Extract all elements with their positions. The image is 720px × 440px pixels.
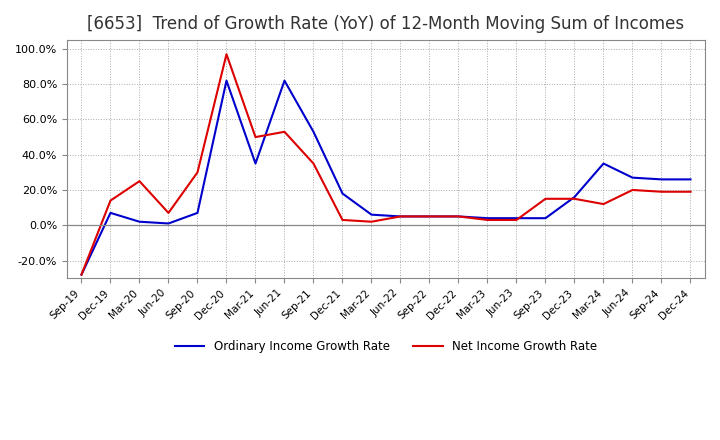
Ordinary Income Growth Rate xyxy=(280,78,289,83)
Ordinary Income Growth Rate xyxy=(396,214,405,219)
Ordinary Income Growth Rate xyxy=(222,78,231,83)
Ordinary Income Growth Rate xyxy=(426,214,434,219)
Net Income Growth Rate xyxy=(367,219,376,224)
Net Income Growth Rate xyxy=(106,198,114,203)
Ordinary Income Growth Rate xyxy=(570,194,579,200)
Net Income Growth Rate xyxy=(628,187,636,193)
Ordinary Income Growth Rate xyxy=(367,212,376,217)
Net Income Growth Rate xyxy=(541,196,550,202)
Ordinary Income Growth Rate xyxy=(599,161,608,166)
Title: [6653]  Trend of Growth Rate (YoY) of 12-Month Moving Sum of Incomes: [6653] Trend of Growth Rate (YoY) of 12-… xyxy=(87,15,685,33)
Net Income Growth Rate xyxy=(222,51,231,57)
Ordinary Income Growth Rate xyxy=(309,129,318,135)
Net Income Growth Rate xyxy=(280,129,289,135)
Ordinary Income Growth Rate xyxy=(251,161,260,166)
Net Income Growth Rate xyxy=(193,170,202,175)
Ordinary Income Growth Rate xyxy=(77,272,86,277)
Ordinary Income Growth Rate xyxy=(193,210,202,216)
Legend: Ordinary Income Growth Rate, Net Income Growth Rate: Ordinary Income Growth Rate, Net Income … xyxy=(170,335,602,358)
Line: Ordinary Income Growth Rate: Ordinary Income Growth Rate xyxy=(81,81,690,275)
Line: Net Income Growth Rate: Net Income Growth Rate xyxy=(81,54,690,275)
Ordinary Income Growth Rate xyxy=(512,216,521,221)
Net Income Growth Rate xyxy=(570,196,579,202)
Ordinary Income Growth Rate xyxy=(164,221,173,226)
Net Income Growth Rate xyxy=(483,217,492,223)
Net Income Growth Rate xyxy=(251,135,260,140)
Net Income Growth Rate xyxy=(77,272,86,277)
Ordinary Income Growth Rate xyxy=(541,216,550,221)
Net Income Growth Rate xyxy=(135,179,144,184)
Ordinary Income Growth Rate xyxy=(106,210,114,216)
Net Income Growth Rate xyxy=(396,214,405,219)
Net Income Growth Rate xyxy=(426,214,434,219)
Net Income Growth Rate xyxy=(164,210,173,216)
Net Income Growth Rate xyxy=(338,217,347,223)
Ordinary Income Growth Rate xyxy=(454,214,463,219)
Ordinary Income Growth Rate xyxy=(686,177,695,182)
Net Income Growth Rate xyxy=(512,217,521,223)
Ordinary Income Growth Rate xyxy=(483,216,492,221)
Net Income Growth Rate xyxy=(599,202,608,207)
Net Income Growth Rate xyxy=(454,214,463,219)
Net Income Growth Rate xyxy=(657,189,666,194)
Ordinary Income Growth Rate xyxy=(338,191,347,196)
Ordinary Income Growth Rate xyxy=(135,219,144,224)
Ordinary Income Growth Rate xyxy=(628,175,636,180)
Net Income Growth Rate xyxy=(686,189,695,194)
Net Income Growth Rate xyxy=(309,161,318,166)
Ordinary Income Growth Rate xyxy=(657,177,666,182)
